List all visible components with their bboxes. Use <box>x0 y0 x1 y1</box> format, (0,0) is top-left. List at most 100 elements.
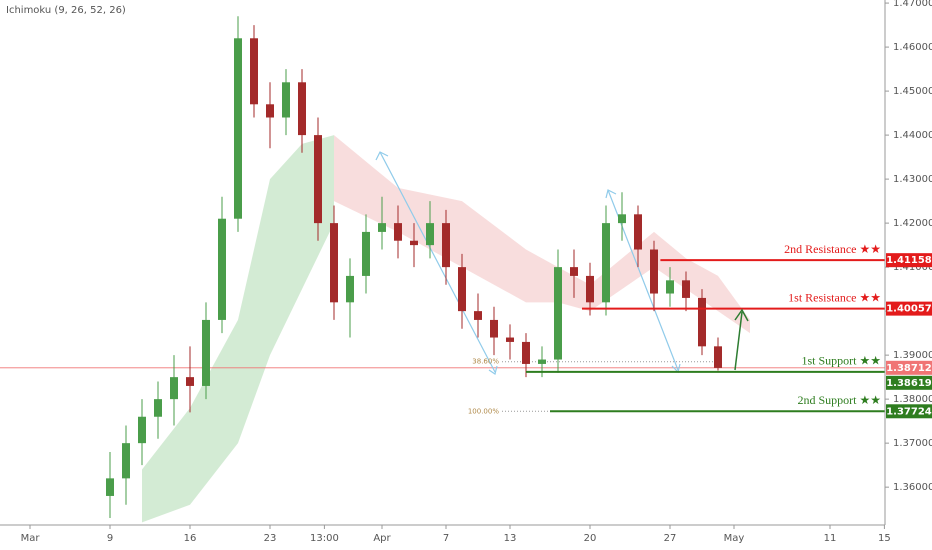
candle <box>250 25 258 118</box>
candle-body <box>314 135 322 224</box>
candle-body <box>346 275 354 303</box>
candle <box>154 381 162 439</box>
candle-body <box>362 231 370 276</box>
time-axis-background <box>0 525 885 550</box>
candle <box>586 262 594 316</box>
candle <box>570 249 578 298</box>
candle <box>394 205 402 259</box>
y-tick-label: 1.36000 <box>893 482 932 493</box>
candle <box>602 205 610 316</box>
y-tick-label: 1.45000 <box>893 86 932 97</box>
candle <box>218 196 226 334</box>
arrow-head <box>375 151 389 161</box>
candle <box>106 451 114 518</box>
candle-body <box>538 359 546 364</box>
cloud-area <box>334 135 750 334</box>
candle <box>666 267 674 307</box>
candle-body <box>378 223 386 232</box>
candle <box>186 346 194 413</box>
candle <box>234 16 242 232</box>
candle <box>378 196 386 250</box>
candle-body <box>666 280 674 294</box>
candle-body <box>138 416 146 444</box>
x-tick-label: 23 <box>264 533 277 544</box>
x-tick-label: 27 <box>664 533 677 544</box>
y-tick-label: 1.44000 <box>893 130 932 141</box>
candle <box>330 205 338 320</box>
x-tick-label: Mar <box>21 533 41 544</box>
candle-body <box>602 223 610 303</box>
candle-body <box>330 223 338 303</box>
y-tick-label: 1.37000 <box>893 438 932 449</box>
candle <box>282 69 290 136</box>
candle <box>458 253 466 329</box>
candle-body <box>474 311 482 320</box>
candle-body <box>394 223 402 241</box>
y-tick-label: 1.39000 <box>893 350 932 361</box>
price-axis-background <box>885 0 932 550</box>
y-tick-label: 1.47000 <box>893 0 932 9</box>
price-tag <box>886 301 932 316</box>
candle <box>138 399 146 466</box>
projection-arrow <box>734 308 749 371</box>
candle <box>410 223 418 268</box>
candle <box>682 271 690 312</box>
arrow-line <box>734 311 743 371</box>
candle <box>714 337 722 371</box>
candle-body <box>634 214 642 250</box>
candle-body <box>522 341 530 364</box>
candle <box>362 214 370 294</box>
y-tick-label: 1.43000 <box>893 174 932 185</box>
arrow-head <box>488 365 498 375</box>
candle-body <box>586 275 594 303</box>
axes: 1.360001.370001.380001.390001.400001.410… <box>21 0 932 544</box>
x-tick-label: Apr <box>373 533 391 544</box>
candle-body <box>554 267 562 360</box>
level-label: 1st Support ★★ <box>801 354 881 368</box>
ichimoku-cloud <box>142 135 750 523</box>
x-tick-label: 7 <box>443 533 449 544</box>
price-tag-label: 1.38619 <box>886 378 932 389</box>
candle-body <box>218 218 226 320</box>
x-tick-label: 11 <box>824 533 837 544</box>
arrow-head <box>734 308 749 322</box>
candle-body <box>234 38 242 219</box>
candle-body <box>682 280 690 298</box>
fib-label: 100.00% <box>468 407 499 415</box>
candle-body <box>106 478 114 496</box>
price-tag-label: 1.38712 <box>886 363 932 374</box>
candle <box>522 333 530 378</box>
candle-body <box>426 223 434 246</box>
candle-body <box>442 223 450 268</box>
candle <box>122 425 130 505</box>
arrow-head <box>605 189 617 199</box>
candle <box>554 249 562 373</box>
candle <box>698 289 706 356</box>
candle-body <box>282 82 290 118</box>
indicator-title: Ichimoku (9, 26, 52, 26) <box>6 5 126 16</box>
candle-body <box>298 82 306 136</box>
candle-body <box>410 240 418 246</box>
candle-body <box>186 377 194 386</box>
candle <box>346 258 354 338</box>
arrow-line <box>379 151 496 373</box>
candle-body <box>570 267 578 276</box>
y-tick-label: 1.41000 <box>893 262 932 273</box>
level-label: 2nd Resistance ★★ <box>784 242 881 256</box>
candle-body <box>698 297 706 347</box>
candle <box>298 69 306 153</box>
candle-body <box>714 346 722 368</box>
candle-body <box>266 104 274 118</box>
y-tick-label: 1.46000 <box>893 42 932 53</box>
candle <box>474 293 482 338</box>
candle <box>314 117 322 241</box>
y-tick-label: 1.42000 <box>893 218 932 229</box>
price-tag-label: 1.41158 <box>886 255 932 266</box>
candle-body <box>170 377 178 400</box>
price-tag <box>886 253 932 268</box>
x-tick-label: 13:00 <box>310 533 339 544</box>
candle-body <box>506 337 514 342</box>
plot-area: 38.60% 100.00% 2nd Resistance ★★ 1st Resist… <box>106 16 885 518</box>
level-label: 2nd Support ★★ <box>797 393 881 407</box>
cloud-area <box>142 135 334 523</box>
